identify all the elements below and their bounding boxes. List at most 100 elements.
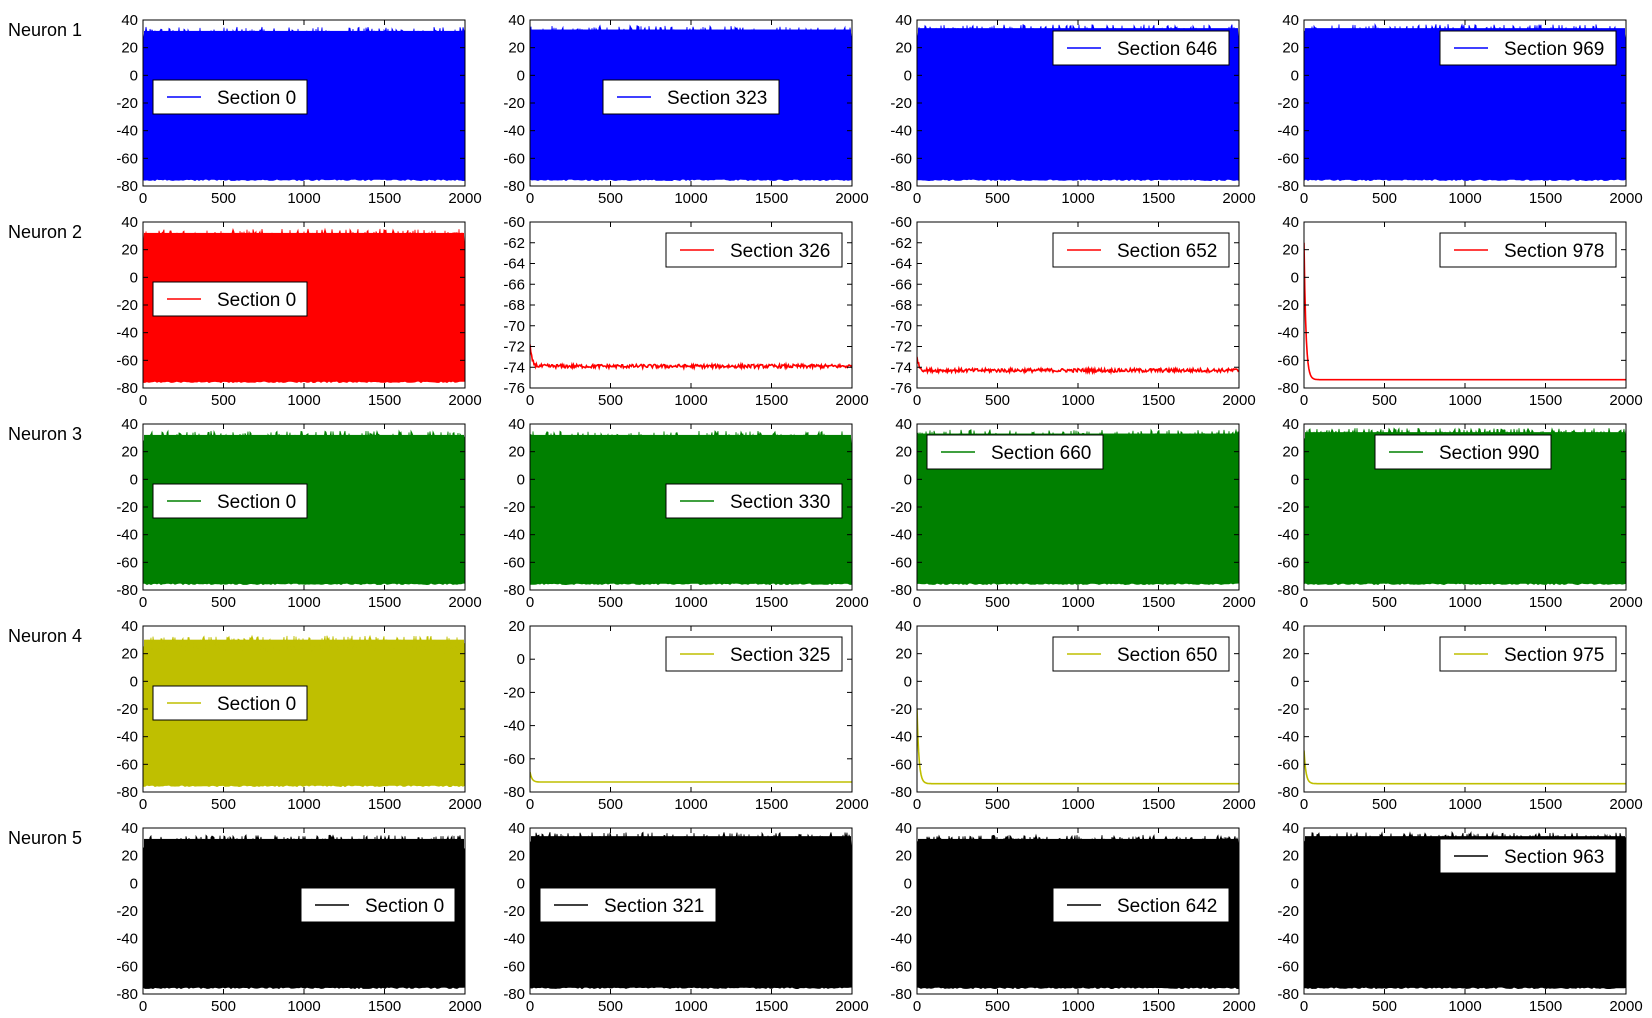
y-tick-label: 0	[130, 673, 138, 690]
y-tick-label: -40	[116, 729, 138, 746]
y-tick-label: 40	[121, 214, 138, 231]
x-tick-label: 1500	[1529, 392, 1562, 409]
legend-label: Section 978	[1504, 241, 1604, 262]
y-tick-label: -60	[503, 214, 525, 231]
legend: Section 0	[300, 887, 456, 923]
subplot: -80 -60 -40 -20 0 20 40 0 500 1000 1500 2000 Section…	[116, 214, 481, 409]
subplot: -80 -60 -40 -20 0 20 40 0 500 1000 1500 2000 Section…	[890, 416, 1255, 611]
x-tick-label: 500	[211, 796, 236, 813]
y-tick-label: -40	[890, 527, 912, 544]
y-tick-label: -20	[1277, 95, 1299, 112]
x-tick-label: 2000	[1609, 594, 1642, 611]
series	[1304, 242, 1626, 381]
x-tick-label: 2000	[1609, 392, 1642, 409]
legend-label: Section 652	[1117, 241, 1217, 262]
legend: Section 0	[152, 483, 308, 519]
legend: Section 325	[665, 636, 843, 672]
y-tick-label: -40	[1277, 729, 1299, 746]
x-tick-label: 2000	[448, 796, 481, 813]
legend-label: Section 0	[217, 290, 296, 311]
y-tick-label: -80	[503, 582, 525, 599]
y-tick-label: -40	[116, 527, 138, 544]
y-tick-label: -40	[116, 123, 138, 140]
x-tick-label: 1500	[1142, 190, 1175, 207]
y-tick-label: -60	[890, 554, 912, 571]
y-tick-label: -20	[890, 903, 912, 920]
legend-box	[665, 232, 843, 268]
subplot: -80 -60 -40 -20 0 20 40 0 500 1000 1500 2000 Section…	[116, 820, 481, 1015]
subplot: -80 -60 -40 -20 0 20 40 0 500 1000 1500 2000 Section…	[890, 618, 1255, 813]
x-tick-label: 2000	[835, 998, 868, 1015]
y-tick-label: -20	[503, 95, 525, 112]
legend-label: Section 0	[217, 492, 296, 513]
x-tick-label: 500	[1372, 998, 1397, 1015]
y-tick-label: -64	[890, 256, 912, 273]
x-tick-label: 1500	[1529, 796, 1562, 813]
legend-box	[152, 685, 308, 721]
y-tick-label: -80	[503, 986, 525, 1003]
x-tick-label: 1000	[674, 796, 707, 813]
y-tick-label: -20	[890, 701, 912, 718]
x-tick-label: 0	[913, 998, 921, 1015]
subplot: -80 -60 -40 -20 0 20 40 0 500 1000 1500 2000 Section…	[1277, 12, 1642, 207]
subplot: -76 -74 -72 -70 -68 -66 -64 -62 -60 0 500 1000 1500 2…	[890, 214, 1255, 409]
row-label: Neuron 3	[8, 424, 82, 444]
legend-label: Section 660	[991, 443, 1091, 464]
x-tick-label: 1500	[368, 190, 401, 207]
x-tick-label: 1500	[1142, 594, 1175, 611]
y-tick-label: 0	[130, 875, 138, 892]
y-tick-label: -68	[503, 297, 525, 314]
x-tick-label: 1000	[287, 392, 320, 409]
x-tick-label: 1000	[1448, 796, 1481, 813]
y-tick-label: 40	[1282, 618, 1299, 635]
y-tick-label: 40	[895, 416, 912, 433]
y-tick-label: 40	[508, 820, 525, 837]
y-tick-label: 40	[508, 12, 525, 29]
x-tick-label: 1000	[674, 392, 707, 409]
y-tick-label: 40	[121, 618, 138, 635]
legend-box	[300, 887, 456, 923]
y-tick-label: 20	[121, 848, 138, 865]
x-tick-label: 1500	[368, 998, 401, 1015]
x-tick-label: 2000	[835, 190, 868, 207]
y-tick-label: -40	[890, 729, 912, 746]
x-tick-label: 0	[526, 594, 534, 611]
x-tick-label: 1500	[368, 392, 401, 409]
y-tick-label: -60	[503, 150, 525, 167]
y-tick-label: -60	[116, 150, 138, 167]
y-tick-label: -20	[503, 684, 525, 701]
x-tick-label: 1000	[287, 594, 320, 611]
x-tick-label: 1500	[1529, 594, 1562, 611]
legend: Section 660	[926, 434, 1104, 470]
subplot: -80 -60 -40 -20 0 20 40 0 500 1000 1500 2000 Section…	[116, 416, 481, 611]
x-tick-label: 1500	[755, 190, 788, 207]
series-line	[1304, 750, 1626, 785]
subplot: -80 -60 -40 -20 0 20 40 0 500 1000 1500 2000 Section…	[503, 12, 868, 207]
y-tick-label: 40	[895, 12, 912, 29]
y-tick-label: 0	[904, 67, 912, 84]
series-line	[917, 708, 1239, 785]
x-tick-label: 1000	[674, 998, 707, 1015]
y-tick-label: -20	[116, 701, 138, 718]
x-tick-label: 2000	[448, 998, 481, 1015]
x-tick-label: 0	[139, 796, 147, 813]
y-tick-label: -60	[503, 958, 525, 975]
x-tick-label: 500	[211, 392, 236, 409]
y-tick-label: 0	[1291, 875, 1299, 892]
x-tick-label: 1500	[755, 998, 788, 1015]
y-tick-label: 40	[121, 416, 138, 433]
legend-label: Section 963	[1504, 847, 1604, 868]
y-tick-label: -20	[116, 903, 138, 920]
y-tick-label: 20	[121, 242, 138, 259]
y-tick-label: 20	[1282, 40, 1299, 57]
y-tick-label: 0	[1291, 673, 1299, 690]
x-tick-label: 1000	[674, 594, 707, 611]
y-tick-label: -60	[116, 756, 138, 773]
x-tick-label: 500	[598, 998, 623, 1015]
x-tick-label: 500	[985, 998, 1010, 1015]
y-tick-label: 20	[895, 444, 912, 461]
y-tick-label: -80	[890, 582, 912, 599]
x-tick-label: 0	[913, 392, 921, 409]
